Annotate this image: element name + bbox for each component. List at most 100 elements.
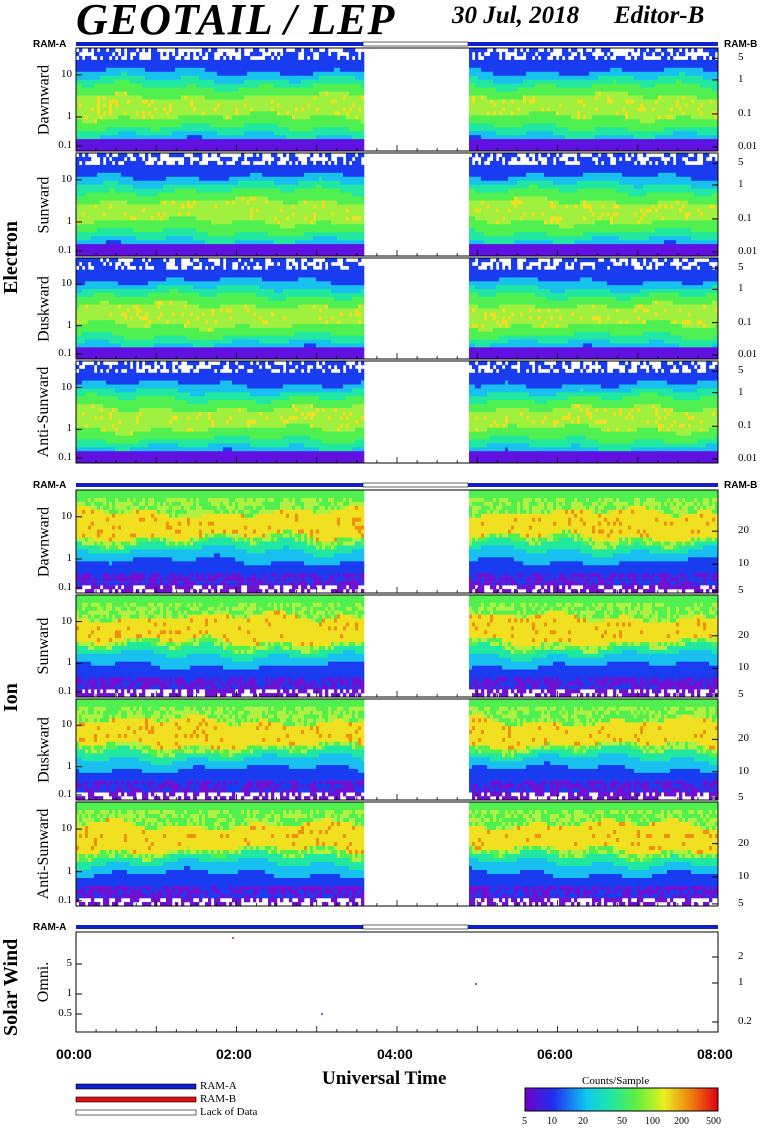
x-tick-4: 08:00 xyxy=(697,1046,733,1062)
right-tick-electron-duskward-2: 0.1 xyxy=(738,316,752,328)
right-tick-electron-dawnward-3: 0.01 xyxy=(738,140,757,152)
left-tick-ion-dawnward-1: 1 xyxy=(67,552,73,564)
right-tick-ion-sunward-2: 5 xyxy=(738,688,744,700)
electron-ram-a-segment xyxy=(76,42,363,46)
left-tick-electron-duskward-1: 1 xyxy=(67,319,73,331)
solar-wind-ram-b-segment xyxy=(468,925,718,929)
right-tick-ion-dawnward-0: 20 xyxy=(738,524,749,536)
ram-a-label-ion: RAM-A xyxy=(33,480,66,491)
right-tick-electron-sunward-0: 5 xyxy=(738,156,744,168)
colorbar-tick-20: 20 xyxy=(578,1116,588,1127)
right-tick-ion-dawnward-1: 10 xyxy=(738,557,749,569)
left-tick-electron-sunward-0: 10 xyxy=(61,173,72,185)
right-tick-ion-anti-sunward-2: 5 xyxy=(738,897,744,909)
electron-ram-b-segment xyxy=(468,42,718,46)
panel-label-ion-anti-sunward: Anti-Sunward xyxy=(35,802,53,906)
solar-wind-ram-a-segment xyxy=(76,925,363,929)
right-tick-ion-duskward-2: 5 xyxy=(738,791,744,803)
panel-ion-anti-sunward xyxy=(75,801,719,907)
ram-a-label-solar-wind: RAM-A xyxy=(33,922,66,933)
panel-label-ion-dawnward: Dawnward xyxy=(35,490,53,593)
colorbar-tick-10: 10 xyxy=(547,1116,557,1127)
left-tick-ion-anti-sunward-2: 0.1 xyxy=(58,894,72,906)
right-tick-ion-duskward-1: 10 xyxy=(738,765,749,777)
panel-label-electron-anti-sunward: Anti-Sunward xyxy=(35,361,53,463)
colorbar-tick-5: 5 xyxy=(522,1116,527,1127)
left-tick-ion-sunward-1: 1 xyxy=(67,656,73,668)
left-tick-solar-wind-omni--2: 0.5 xyxy=(58,1007,72,1019)
right-tick-electron-dawnward-1: 1 xyxy=(738,73,744,85)
left-tick-electron-anti-sunward-1: 1 xyxy=(67,422,73,434)
left-tick-electron-anti-sunward-2: 0.1 xyxy=(58,451,72,463)
left-tick-ion-sunward-0: 10 xyxy=(61,615,72,627)
right-tick-electron-anti-sunward-2: 0.1 xyxy=(738,419,752,431)
group-label-ion: Ion xyxy=(0,683,23,712)
right-tick-solar-wind-omni--2: 0.2 xyxy=(738,1015,752,1027)
figure-title: GEOTAIL / LEP xyxy=(76,0,395,45)
right-tick-ion-duskward-0: 20 xyxy=(738,732,749,744)
left-tick-electron-sunward-2: 0.1 xyxy=(58,244,72,256)
x-tick-3: 06:00 xyxy=(537,1046,573,1062)
colorbar-tick-200: 200 xyxy=(674,1116,689,1127)
left-tick-solar-wind-omni--1: 1 xyxy=(67,987,73,999)
right-tick-ion-dawnward-2: 5 xyxy=(738,584,744,596)
legend-label-ram-a: RAM-A xyxy=(200,1080,237,1092)
figure-editor: Editor-B xyxy=(614,2,704,30)
x-tick-2: 04:00 xyxy=(377,1046,413,1062)
left-tick-electron-dawnward-0: 10 xyxy=(61,68,72,80)
group-label-solar-wind: Solar Wind xyxy=(0,939,23,1036)
panel-label-electron-sunward: Sunward xyxy=(35,153,53,256)
x-tick-0: 00:00 xyxy=(56,1046,92,1062)
legend-swatch-ram-b xyxy=(75,1096,197,1103)
left-tick-electron-dawnward-1: 1 xyxy=(67,110,73,122)
panel-label-electron-dawnward: Dawnward xyxy=(35,48,53,151)
right-tick-electron-sunward-1: 1 xyxy=(738,178,744,190)
right-tick-ion-anti-sunward-0: 20 xyxy=(738,837,749,849)
solar-wind-lack-of-data-segment xyxy=(362,924,469,930)
panel-electron-duskward xyxy=(75,257,719,360)
left-tick-ion-anti-sunward-0: 10 xyxy=(61,822,72,834)
right-tick-electron-sunward-3: 0.01 xyxy=(738,245,757,257)
panel-label-ion-sunward: Sunward xyxy=(35,595,53,697)
right-tick-ion-sunward-0: 20 xyxy=(738,629,749,641)
ion-ram-a-segment xyxy=(76,483,363,487)
panel-ion-duskward xyxy=(75,698,719,801)
right-tick-electron-dawnward-0: 5 xyxy=(738,51,744,63)
ram-b-label-ion: RAM-B xyxy=(724,480,757,491)
left-tick-ion-dawnward-0: 10 xyxy=(61,510,72,522)
colorbar-tick-500: 500 xyxy=(706,1116,721,1127)
left-tick-ion-sunward-2: 0.1 xyxy=(58,685,72,697)
right-tick-electron-duskward-3: 0.01 xyxy=(738,348,757,360)
frame-solar-wind-omni- xyxy=(75,931,719,1033)
figure-date: 30 Jul, 2018 xyxy=(452,2,579,30)
left-tick-electron-duskward-2: 0.1 xyxy=(58,347,72,359)
group-label-electron: Electron xyxy=(0,221,23,294)
panel-label-ion-duskward: Duskward xyxy=(35,699,53,800)
right-tick-solar-wind-omni--0: 2 xyxy=(738,950,744,962)
ion-lack-of-data-segment xyxy=(362,482,469,488)
x-tick-1: 02:00 xyxy=(216,1046,252,1062)
panel-electron-dawnward xyxy=(75,47,719,152)
panel-label-electron-duskward: Duskward xyxy=(35,258,53,359)
panel-ion-sunward xyxy=(75,594,719,698)
ion-ram-b-segment xyxy=(468,483,718,487)
colorbar-title: Counts/Sample xyxy=(582,1075,649,1087)
right-tick-electron-anti-sunward-3: 0.01 xyxy=(738,452,757,464)
right-tick-ion-sunward-1: 10 xyxy=(738,661,749,673)
colorbar-tick-50: 50 xyxy=(617,1116,627,1127)
left-tick-ion-dawnward-2: 0.1 xyxy=(58,581,72,593)
legend-swatch-lack-of-data xyxy=(75,1109,197,1116)
right-tick-ion-anti-sunward-1: 10 xyxy=(738,870,749,882)
left-tick-electron-anti-sunward-0: 10 xyxy=(61,381,72,393)
left-tick-electron-sunward-1: 1 xyxy=(67,215,73,227)
right-tick-electron-duskward-0: 5 xyxy=(738,261,744,273)
left-tick-ion-anti-sunward-1: 1 xyxy=(67,865,73,877)
right-tick-electron-anti-sunward-0: 5 xyxy=(738,364,744,376)
left-tick-ion-duskward-2: 0.1 xyxy=(58,788,72,800)
ram-b-label-electron: RAM-B xyxy=(724,39,757,50)
colorbar xyxy=(524,1087,719,1112)
panel-electron-sunward xyxy=(75,152,719,257)
panel-electron-anti-sunward xyxy=(75,360,719,464)
x-axis-label: Universal Time xyxy=(322,1068,446,1090)
